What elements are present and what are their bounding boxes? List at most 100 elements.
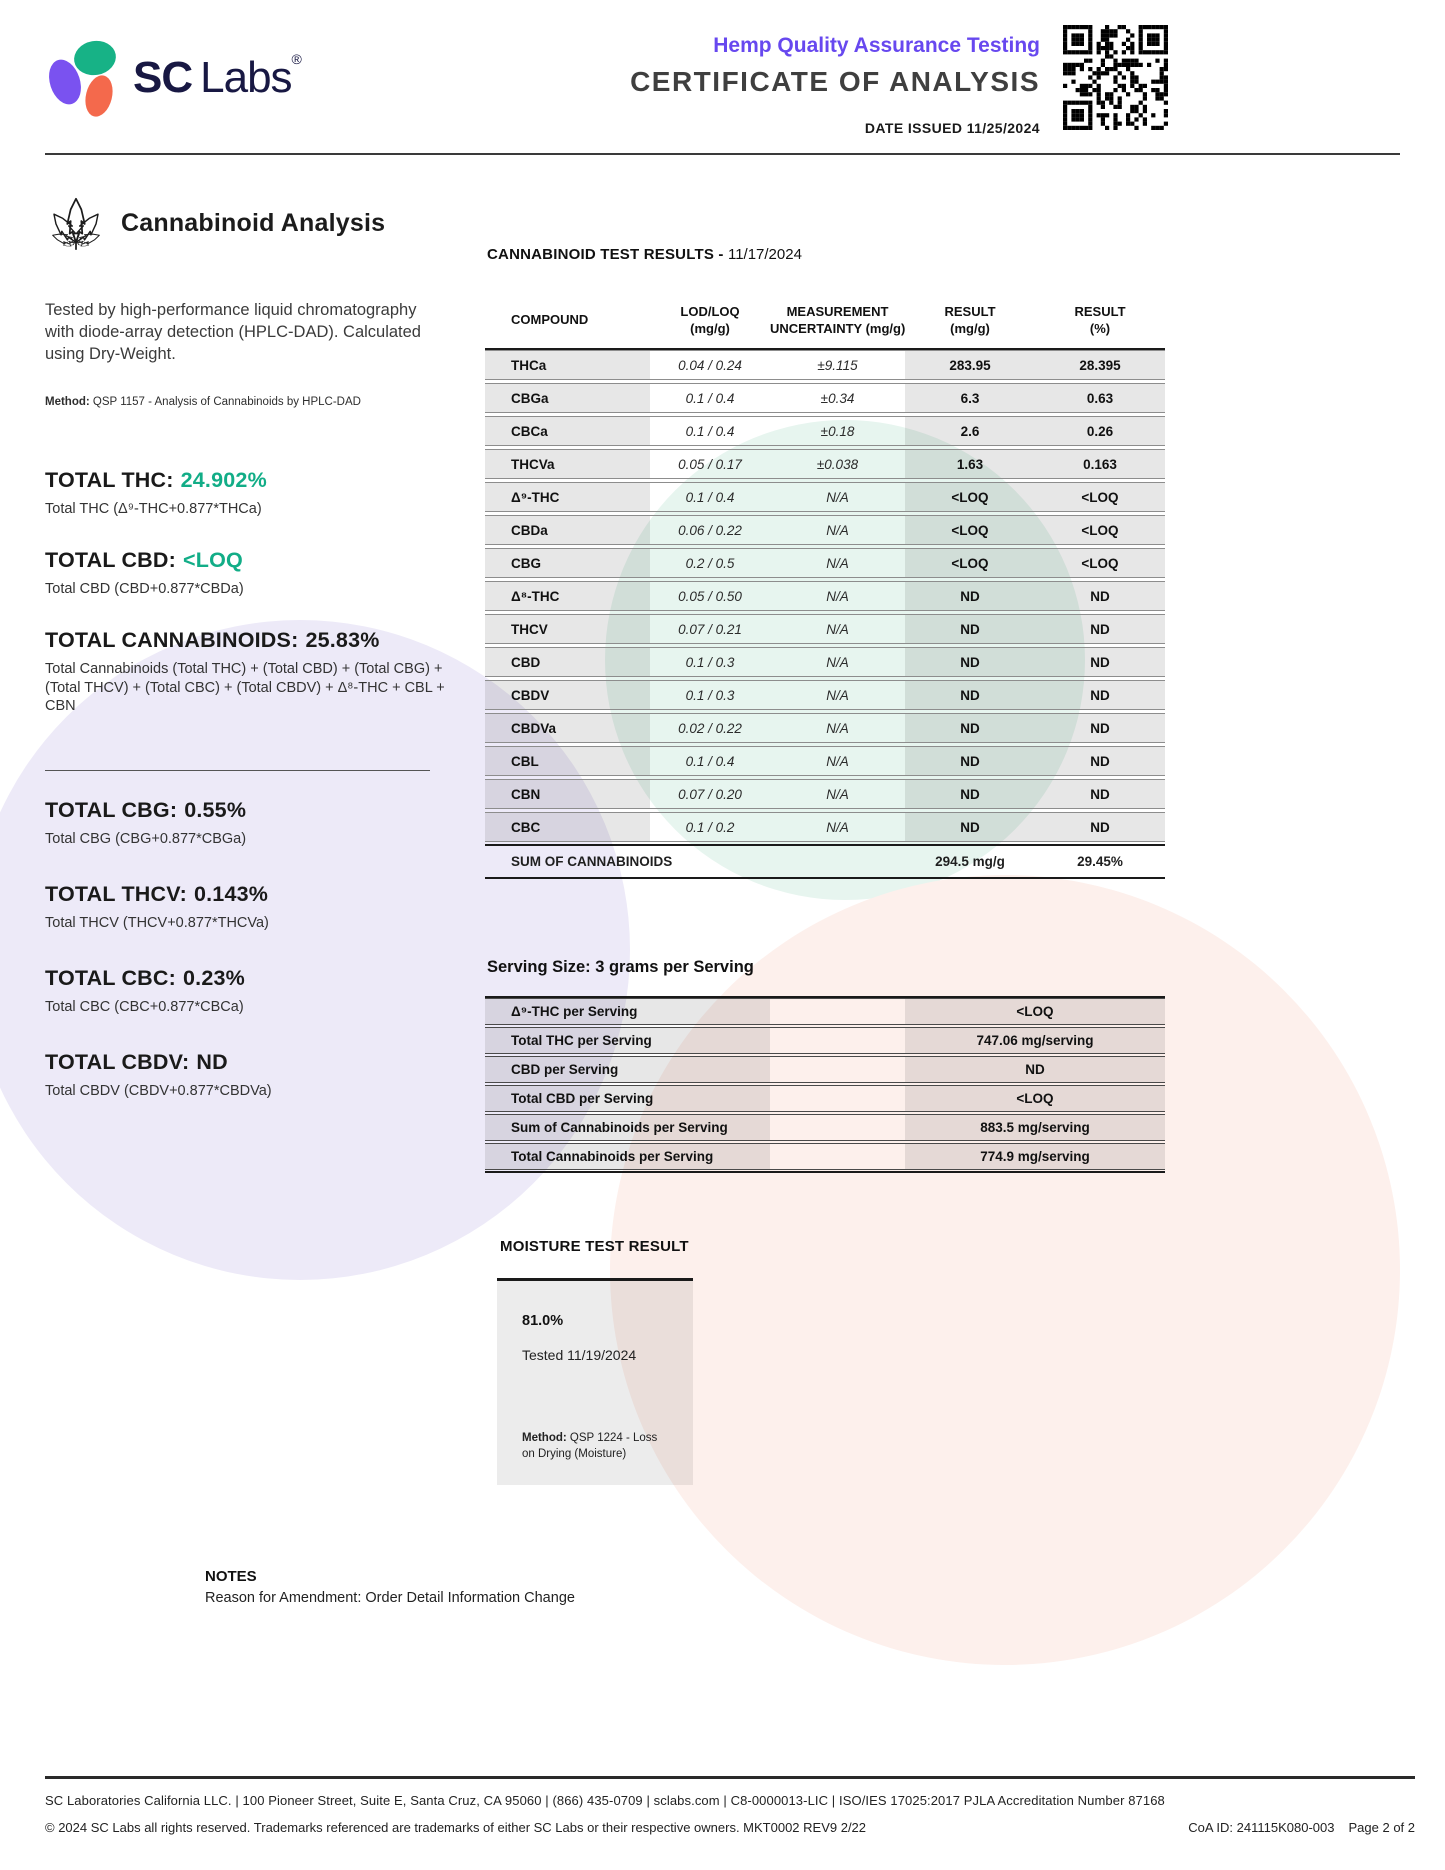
total-value: 0.143% bbox=[193, 881, 269, 906]
totals-primary: TOTAL THC: 24.902% Total THC (Δ⁹-THC+0.877… bbox=[45, 468, 445, 745]
serving-label: Total Cannabinoids per Serving bbox=[485, 1144, 770, 1169]
column-header-uncertainty: MEASUREMENT UNCERTAINTY (mg/g) bbox=[770, 303, 906, 336]
lod-loq-value: 0.07 / 0.21 bbox=[678, 621, 742, 637]
uncertainty-value: ±9.115 bbox=[817, 357, 858, 373]
lod-loq-value: 0.1 / 0.4 bbox=[685, 423, 735, 439]
total-formula: Total CBC (CBC+0.877*CBCa) bbox=[45, 998, 244, 1015]
uncertainty-value: ±0.34 bbox=[820, 390, 855, 406]
decorative-circle-pink bbox=[610, 875, 1400, 1665]
result-mg-value: <LOQ bbox=[905, 549, 1035, 577]
compound-name: THCa bbox=[485, 351, 650, 379]
totals-secondary: TOTAL CBG: 0.55% Total CBG (CBG+0.877*CBGa… bbox=[45, 798, 445, 1133]
uncertainty-value: N/A bbox=[826, 654, 849, 670]
serving-row: CBD per Serving ND bbox=[485, 1056, 1165, 1083]
total-block: TOTAL CBDV: ND Total CBDV (CBDV+0.877*CBDV… bbox=[45, 1050, 445, 1101]
result-pct-value: ND bbox=[1035, 582, 1165, 610]
serving-row: Total Cannabinoids per Serving 774.9 mg/s… bbox=[485, 1143, 1165, 1170]
result-mg-value: <LOQ bbox=[905, 516, 1035, 544]
compound-name: CBG bbox=[485, 549, 650, 577]
total-label: TOTAL CANNABINOIDS: bbox=[45, 627, 299, 652]
column-header-result-mg: RESULT (mg/g) bbox=[944, 303, 996, 336]
result-row: CBN 0.07 / 0.20 N/A ND ND bbox=[485, 779, 1165, 809]
decorative-circle-lavender bbox=[0, 620, 630, 1280]
lod-loq-value: 0.04 / 0.24 bbox=[678, 357, 742, 373]
column-header-lod-loq: LOD/LOQ (mg/g) bbox=[680, 303, 740, 336]
total-line: TOTAL CBD: <LOQ bbox=[45, 548, 445, 573]
result-pct-value: 0.26 bbox=[1035, 417, 1165, 445]
serving-row: Δ⁹-THC per Serving <LOQ bbox=[485, 998, 1165, 1025]
column-header-compound: COMPOUND bbox=[511, 312, 589, 328]
notes-title: NOTES bbox=[205, 1568, 257, 1585]
lod-loq-value: 0.07 / 0.20 bbox=[678, 786, 742, 802]
total-formula: Total THCV (THCV+0.877*THCVa) bbox=[45, 914, 269, 931]
result-row: THCVa 0.05 / 0.17 ±0.038 1.63 0.163 bbox=[485, 449, 1165, 479]
total-formula: Total CBD (CBD+0.877*CBDa) bbox=[45, 580, 244, 597]
serving-value: ND bbox=[905, 1057, 1165, 1082]
serving-spacer bbox=[770, 999, 905, 1024]
result-row: Δ⁹-THC 0.1 / 0.4 N/A <LOQ <LOQ bbox=[485, 482, 1165, 512]
lod-loq-value: 0.1 / 0.4 bbox=[685, 390, 735, 406]
qr-code bbox=[1063, 25, 1168, 130]
compound-name: CBD bbox=[485, 648, 650, 676]
method-label: Method: bbox=[45, 396, 90, 408]
serving-spacer bbox=[770, 1115, 905, 1140]
decorative-circle-mint bbox=[605, 420, 1085, 900]
serving-spacer bbox=[770, 1057, 905, 1082]
result-mg-value: ND bbox=[905, 615, 1035, 643]
total-line: TOTAL CBC: 0.23% bbox=[45, 966, 445, 991]
serving-label: Sum of Cannabinoids per Serving bbox=[485, 1115, 770, 1140]
result-pct-value: <LOQ bbox=[1035, 516, 1165, 544]
result-row: CBCa 0.1 / 0.4 ±0.18 2.6 0.26 bbox=[485, 416, 1165, 446]
sum-of-cannabinoids-row: SUM OF CANNABINOIDS 294.5 mg/g 29.45% bbox=[485, 844, 1165, 879]
total-value: 24.902% bbox=[180, 468, 267, 492]
total-block: TOTAL CBD: <LOQ Total CBD (CBD+0.877*CBDa) bbox=[45, 548, 445, 599]
uncertainty-value: N/A bbox=[826, 687, 849, 703]
total-label: TOTAL CBC: bbox=[45, 965, 176, 990]
uncertainty-value: N/A bbox=[826, 720, 849, 736]
serving-label: Total THC per Serving bbox=[485, 1028, 770, 1053]
serving-size-title: Serving Size: 3 grams per Serving bbox=[487, 958, 754, 976]
total-label: TOTAL CBDV: bbox=[45, 1049, 190, 1074]
total-block: TOTAL CBC: 0.23% Total CBC (CBC+0.877*CBCa… bbox=[45, 966, 445, 1017]
moisture-tested-date: Tested 11/19/2024 bbox=[522, 1347, 637, 1363]
total-block: TOTAL THCV: 0.143% Total THCV (THCV+0.877*… bbox=[45, 882, 445, 933]
serving-row: Sum of Cannabinoids per Serving 883.5 mg/… bbox=[485, 1114, 1165, 1141]
uncertainty-value: N/A bbox=[826, 621, 849, 637]
serving-row: Total CBD per Serving <LOQ bbox=[485, 1085, 1165, 1112]
result-pct-value: 0.163 bbox=[1035, 450, 1165, 478]
total-formula: Total Cannabinoids (Total THC) + (Total … bbox=[45, 660, 445, 715]
uncertainty-value: N/A bbox=[826, 555, 849, 571]
serving-value: 883.5 mg/serving bbox=[905, 1115, 1165, 1140]
total-label: TOTAL THCV: bbox=[45, 881, 187, 906]
lod-loq-value: 0.2 / 0.5 bbox=[685, 555, 735, 571]
sum-pct: 29.45% bbox=[1077, 854, 1123, 869]
uncertainty-value: N/A bbox=[826, 753, 849, 769]
registered-mark-icon: ® bbox=[291, 51, 302, 67]
uncertainty-value: N/A bbox=[826, 489, 849, 505]
result-pct-value: ND bbox=[1035, 714, 1165, 742]
total-block: TOTAL THC: 24.902% Total THC (Δ⁹-THC+0.877… bbox=[45, 468, 445, 519]
result-row: CBC 0.1 / 0.2 N/A ND ND bbox=[485, 812, 1165, 842]
serving-label: Δ⁹-THC per Serving bbox=[485, 999, 770, 1024]
result-mg-value: ND bbox=[905, 681, 1035, 709]
result-pct-value: <LOQ bbox=[1035, 483, 1165, 511]
compound-name: CBCa bbox=[485, 417, 650, 445]
serving-spacer bbox=[770, 1144, 905, 1169]
result-row: THCa 0.04 / 0.24 ±9.115 283.95 28.395 bbox=[485, 350, 1165, 380]
result-row: CBDa 0.06 / 0.22 N/A <LOQ <LOQ bbox=[485, 515, 1165, 545]
result-row: CBG 0.2 / 0.5 N/A <LOQ <LOQ bbox=[485, 548, 1165, 578]
lod-loq-value: 0.05 / 0.50 bbox=[678, 588, 742, 604]
total-line: TOTAL CBDV: ND bbox=[45, 1050, 445, 1075]
lod-loq-value: 0.1 / 0.2 bbox=[685, 819, 735, 835]
result-mg-value: ND bbox=[905, 648, 1035, 676]
total-label: TOTAL THC: bbox=[45, 468, 174, 492]
method-value: QSP 1157 - Analysis of Cannabinoids by H… bbox=[92, 396, 361, 408]
compound-name: THCV bbox=[485, 615, 650, 643]
total-value: 0.55% bbox=[184, 798, 247, 822]
moisture-title: MOISTURE TEST RESULT bbox=[500, 1238, 689, 1255]
serving-table: Δ⁹-THC per Serving <LOQ Total THC per Serv… bbox=[485, 996, 1165, 1173]
results-title-date: 11/17/2024 bbox=[727, 246, 802, 263]
total-value: ND bbox=[196, 1049, 228, 1074]
result-pct-value: ND bbox=[1035, 747, 1165, 775]
total-line: TOTAL THCV: 0.143% bbox=[45, 882, 445, 907]
